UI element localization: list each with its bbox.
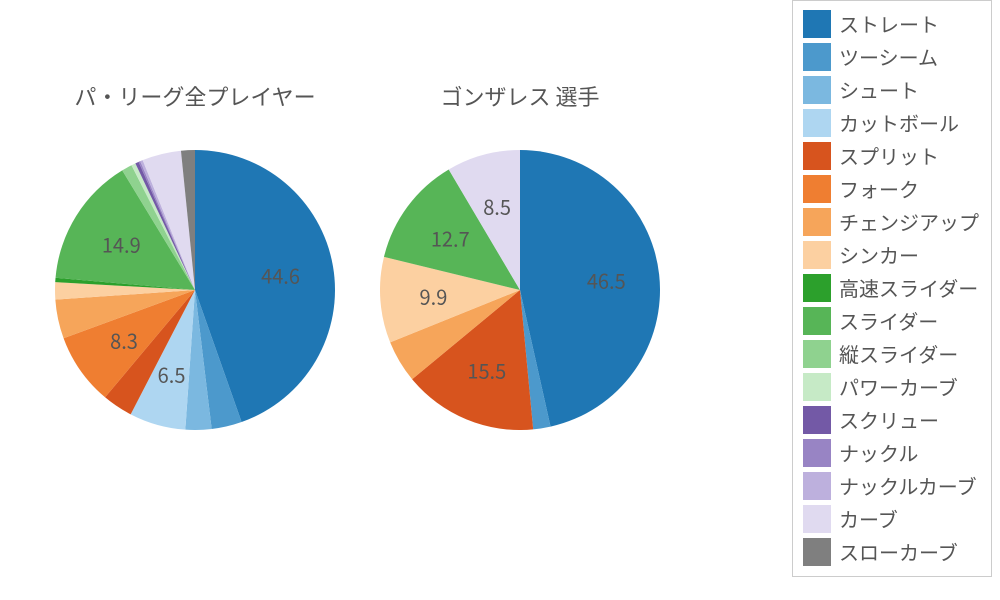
legend-label: パワーカーブ [839, 372, 958, 401]
legend-label: カットボール [839, 108, 959, 137]
legend-item: 高速スライダー [803, 271, 979, 304]
pie-svg [55, 150, 335, 430]
pie-chart: ゴンザレス 選手46.515.59.912.78.5 [380, 150, 660, 430]
legend-label: シンカー [839, 240, 919, 269]
legend-label: スローカーブ [839, 537, 958, 566]
legend-item: ツーシーム [803, 40, 979, 73]
chart-canvas: パ・リーグ全プレイヤー44.66.58.314.9ゴンザレス 選手46.515.… [0, 0, 1000, 600]
legend-item: フォーク [803, 172, 979, 205]
legend-item: スプリット [803, 139, 979, 172]
legend-label: ストレート [839, 9, 939, 38]
legend-label: ナックル [839, 438, 918, 467]
legend-item: カットボール [803, 106, 979, 139]
pie-svg [380, 150, 660, 430]
legend-label: ツーシーム [839, 42, 938, 71]
legend-swatch [803, 340, 831, 368]
legend-swatch [803, 505, 831, 533]
legend-label: 縦スライダー [839, 339, 958, 368]
legend-swatch [803, 538, 831, 566]
legend-item: 縦スライダー [803, 337, 979, 370]
legend-swatch [803, 307, 831, 335]
legend-item: スローカーブ [803, 535, 979, 568]
legend-label: チェンジアップ [839, 207, 979, 236]
legend-label: スクリュー [839, 405, 939, 434]
legend-swatch [803, 241, 831, 269]
legend-label: シュート [839, 75, 919, 104]
legend-item: ナックル [803, 436, 979, 469]
pie-title: ゴンザレス 選手 [380, 80, 660, 112]
legend-item: スライダー [803, 304, 979, 337]
legend-items: ストレートツーシームシュートカットボールスプリットフォークチェンジアップシンカー… [803, 7, 979, 568]
legend-swatch [803, 274, 831, 302]
legend-item: パワーカーブ [803, 370, 979, 403]
legend-label: 高速スライダー [839, 273, 978, 302]
legend-swatch [803, 406, 831, 434]
legend-label: ナックルカーブ [839, 471, 977, 500]
legend-label: カーブ [839, 504, 898, 533]
legend-swatch [803, 10, 831, 38]
legend-item: スクリュー [803, 403, 979, 436]
legend-swatch [803, 208, 831, 236]
legend-swatch [803, 142, 831, 170]
legend-item: カーブ [803, 502, 979, 535]
legend-swatch [803, 439, 831, 467]
legend-item: チェンジアップ [803, 205, 979, 238]
legend-swatch [803, 109, 831, 137]
legend-swatch [803, 76, 831, 104]
legend-label: スライダー [839, 306, 938, 335]
legend-swatch [803, 373, 831, 401]
legend-item: シンカー [803, 238, 979, 271]
legend-label: スプリット [839, 141, 939, 170]
legend-item: シュート [803, 73, 979, 106]
legend-label: フォーク [839, 174, 919, 203]
legend-swatch [803, 472, 831, 500]
pie-title: パ・リーグ全プレイヤー [55, 80, 335, 112]
legend: ストレートツーシームシュートカットボールスプリットフォークチェンジアップシンカー… [792, 0, 992, 577]
legend-item: ストレート [803, 7, 979, 40]
legend-swatch [803, 175, 831, 203]
legend-item: ナックルカーブ [803, 469, 979, 502]
legend-swatch [803, 43, 831, 71]
pie-chart: パ・リーグ全プレイヤー44.66.58.314.9 [55, 150, 335, 430]
